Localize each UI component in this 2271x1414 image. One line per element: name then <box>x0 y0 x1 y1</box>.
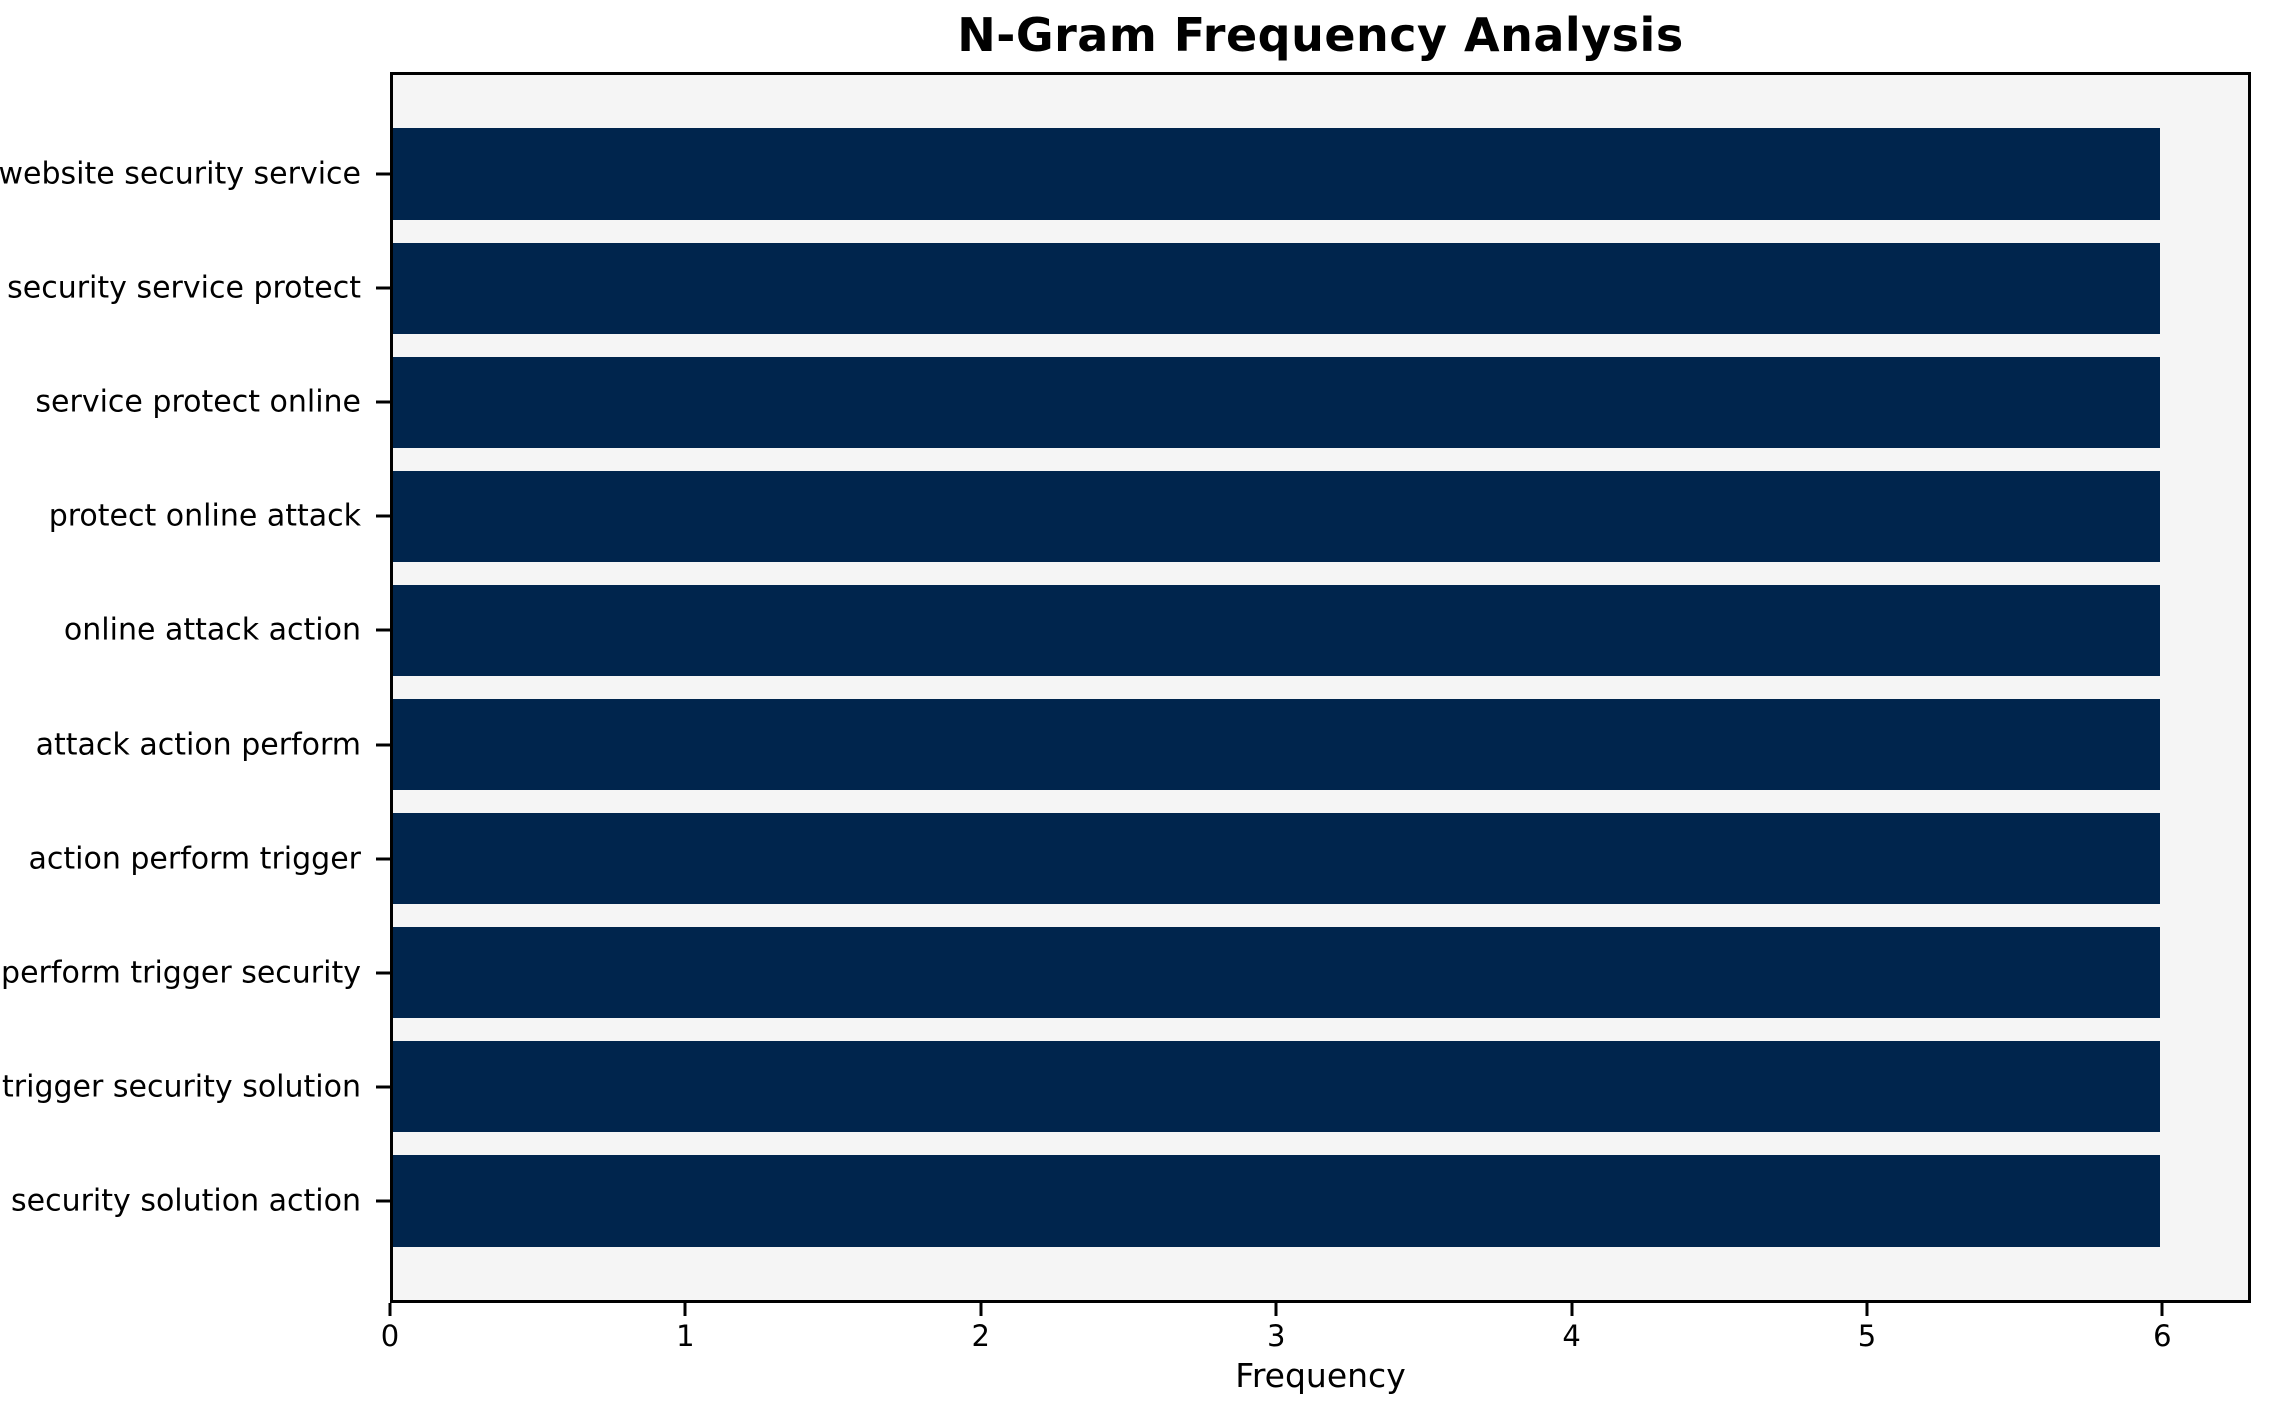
y-tick-mark <box>376 743 393 747</box>
x-tick-label: 6 <box>2153 1319 2172 1353</box>
bar-row: action perform trigger <box>28 802 2248 916</box>
bar-row: trigger security solution <box>2 1030 2248 1144</box>
y-tick-mark <box>376 857 393 861</box>
x-tick-mark <box>1570 1303 1574 1316</box>
bar-row: website security service <box>0 117 2248 231</box>
y-tick-mark <box>376 514 393 518</box>
x-tick-label: 5 <box>1857 1319 1877 1353</box>
frequency-bar <box>393 242 2160 334</box>
plot-area: website security service security service… <box>0 72 2251 1303</box>
y-tick: service protect online <box>35 385 393 420</box>
frequency-bar <box>393 584 2160 677</box>
x-tick-label: 3 <box>1266 1319 1286 1353</box>
x-tick-mark <box>388 1303 392 1316</box>
x-tick-mark <box>1865 1303 1869 1316</box>
bar-row: online attack action <box>64 573 2248 687</box>
y-tick: protect online attack <box>49 499 393 534</box>
y-axis-label: protect online attack <box>48 498 361 534</box>
x-tick-label: 2 <box>971 1319 991 1353</box>
y-tick-mark <box>376 1199 393 1203</box>
y-tick-mark <box>376 628 393 632</box>
frequency-bar <box>393 927 2160 1019</box>
y-tick: security solution action <box>11 1183 393 1218</box>
frequency-bar <box>393 698 2160 791</box>
y-axis-label: security service protect <box>7 270 361 306</box>
x-tick-mark <box>2160 1303 2164 1316</box>
x-tick-label: 4 <box>1562 1319 1581 1353</box>
y-tick-mark <box>376 286 393 290</box>
y-axis-label: website security service <box>0 156 361 192</box>
frequency-bar <box>393 470 2160 562</box>
y-tick-mark <box>376 971 393 975</box>
y-tick: online attack action <box>64 613 393 648</box>
bar-row: security solution action <box>11 1144 2248 1258</box>
y-tick: action perform trigger <box>28 841 393 876</box>
y-tick: attack action perform <box>36 727 393 762</box>
bars-area: website security service security service… <box>0 75 2248 1300</box>
bar-row: perform trigger security <box>1 916 2248 1030</box>
frequency-bar <box>393 812 2160 905</box>
y-axis-label: trigger security solution <box>2 1069 361 1105</box>
frequency-bar <box>393 128 2160 220</box>
x-tick-label: 0 <box>380 1319 400 1353</box>
y-tick: perform trigger security <box>1 955 393 990</box>
y-axis-label: service protect online <box>35 384 361 420</box>
frequency-bar <box>393 1041 2160 1133</box>
y-axis-label: security solution action <box>11 1183 361 1219</box>
x-tick-mark <box>683 1303 687 1316</box>
y-tick: security service protect <box>7 271 393 306</box>
y-tick-mark <box>376 400 393 404</box>
y-tick-mark <box>376 1085 393 1089</box>
y-tick: trigger security solution <box>2 1069 393 1104</box>
bar-row: security service protect <box>7 231 2248 345</box>
y-tick-mark <box>376 172 393 176</box>
y-axis-label: attack action perform <box>35 727 361 763</box>
x-axis: 0 1 2 3 4 5 6 <box>381 1303 2251 1363</box>
chart-title: N-Gram Frequency Analysis <box>957 8 1684 62</box>
bar-row: service protect online <box>35 345 2248 459</box>
y-axis-label: perform trigger security <box>1 955 361 991</box>
y-tick: website security service <box>0 157 393 192</box>
x-tick-label: 1 <box>676 1319 695 1353</box>
y-axis-label: online attack action <box>63 612 361 648</box>
y-axis-label: action perform trigger <box>28 841 361 877</box>
frequency-bar <box>393 356 2160 448</box>
x-tick-mark <box>1274 1303 1278 1316</box>
bar-row: protect online attack <box>49 459 2248 573</box>
bar-row: attack action perform <box>36 687 2248 801</box>
x-axis-title: Frequency <box>1235 1356 1406 1395</box>
frequency-bar <box>393 1155 2160 1247</box>
x-tick-mark <box>979 1303 983 1316</box>
